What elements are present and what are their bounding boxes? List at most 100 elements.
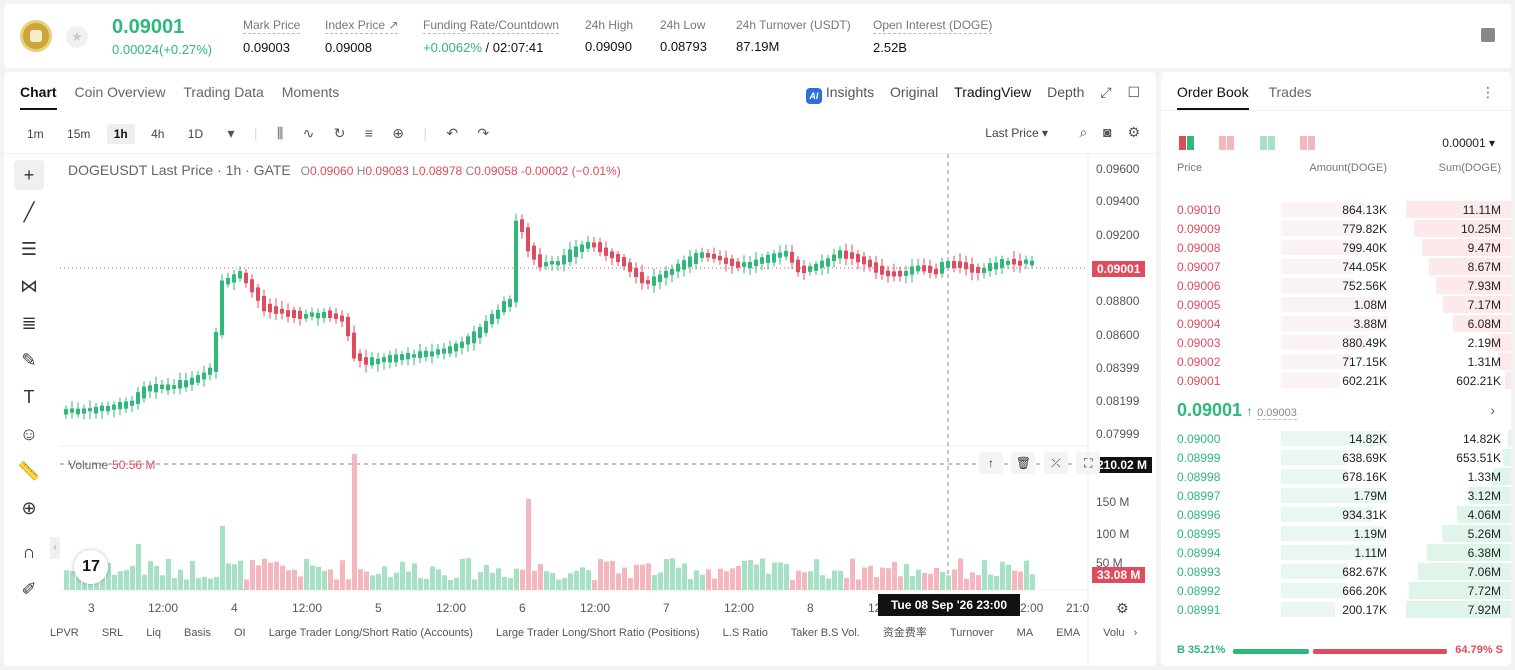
bid-row[interactable]: 0.08999 638.69K 653.51K [1161,448,1511,467]
indicator-item[interactable]: 资金费率 [882,627,927,639]
bid-row[interactable]: 0.08991 200.17K 7.92M [1161,600,1511,619]
indicator-item[interactable]: L.S Ratio [722,627,768,639]
replay-icon[interactable]: ↻ [333,125,346,141]
candle-body [724,257,728,264]
bids-view-icon[interactable] [1259,136,1276,150]
text-icon[interactable]: T [23,387,35,407]
magnet-icon[interactable]: ∩ [22,542,36,562]
price-type-select[interactable]: Last Price ▾ [985,126,1048,140]
price-chart[interactable] [4,154,1156,666]
precision-select[interactable]: 0.00001 ▾ [1442,136,1495,150]
ask-row[interactable]: 0.09006 752.56K 7.93M [1161,276,1511,295]
tab-moments[interactable]: Moments [281,84,340,100]
timeframe-1h[interactable]: 1h [106,124,135,144]
stat-funding-rate[interactable]: Funding Rate/Countdown +0.0062% / 02:07:… [423,18,560,55]
zoom-in-icon[interactable]: ⊕ [21,498,37,518]
stat-open-interest[interactable]: Open Interest (DOGE) 2.52B [873,18,993,55]
view-tradingview[interactable]: TradingView [954,84,1032,100]
indicator-next-icon[interactable]: › [1133,627,1138,639]
timeframe-4h[interactable]: 4h [151,127,165,141]
delete-icon[interactable]: 🗑 [1011,452,1036,474]
timeframe-1m[interactable]: 1m [27,127,44,141]
collapse-toolbar-icon[interactable]: ‹ [50,537,60,559]
ask-row[interactable]: 0.09001 602.21K 602.21K [1161,371,1511,390]
timeframe-1d[interactable]: 1D [187,127,204,141]
fib-icon[interactable]: ≣ [21,313,37,333]
horizontal-lines-icon[interactable]: ☰ [20,239,38,259]
search-icon[interactable]: ⌕ [1079,124,1088,140]
view-original[interactable]: Original [890,84,939,100]
fullscreen-icon[interactable]: ⤢ [1100,84,1112,100]
indicator-item[interactable]: Large Trader Long/Short Ratio (Accounts) [268,627,473,639]
stat-mark-price[interactable]: Mark Price 0.09003 [243,18,301,55]
timeframe-15m[interactable]: 15m [67,127,91,141]
window-icon[interactable]: ☐ [1127,84,1140,100]
axis-settings-icon[interactable]: ⚙ [1116,600,1129,616]
bid-row[interactable]: 0.09000 14.82K 14.82K [1161,429,1511,448]
stat-index-price[interactable]: Index Price ↗ 0.09008 [325,18,399,55]
tab-chart[interactable]: Chart [20,84,57,110]
indicator-item[interactable]: Taker B.S Vol. [790,627,860,639]
emoji-icon[interactable]: ☺ [19,424,39,444]
ask-row[interactable]: 0.09008 799.40K 9.47M [1161,238,1511,257]
ask-row[interactable]: 0.09009 779.82K 10.25M [1161,219,1511,238]
maximize-icon[interactable]: ⛶ [1076,452,1101,474]
add-alert-icon[interactable]: ⊕ [392,125,405,141]
ask-row[interactable]: 0.09004 3.88M 6.08M [1161,314,1511,333]
indicator-item[interactable]: Volu [1103,627,1125,639]
ask-row[interactable]: 0.09010 864.13K 11.11M [1161,200,1511,219]
favorite-star-icon[interactable]: ★ [66,26,88,48]
move-up-icon[interactable]: ↑ [979,452,1003,474]
ask-row[interactable]: 0.09005 1.08M 7.17M [1161,295,1511,314]
chevron-right-icon[interactable]: › [1490,402,1495,418]
undo-icon[interactable]: ↶ [446,125,459,141]
candle-type-icon[interactable]: ⫼ [276,125,284,141]
ruler-icon[interactable]: 📏 [17,461,41,481]
view-insights[interactable]: AI Insights [805,84,874,104]
bid-row[interactable]: 0.08997 1.79M 3.12M [1161,486,1511,505]
bid-row[interactable]: 0.08998 678.16K 1.33M [1161,467,1511,486]
bid-row[interactable]: 0.08992 666.20K 7.72M [1161,581,1511,600]
timeframe-dropdown-icon[interactable]: ▾ [227,125,235,141]
tab-coin-overview[interactable]: Coin Overview [74,84,166,100]
gear-icon[interactable]: ⚙ [1127,124,1140,140]
view-depth[interactable]: Depth [1047,84,1085,100]
indicator-item[interactable]: Basis [184,627,211,639]
ask-row[interactable]: 0.09003 880.49K 2.19M [1161,333,1511,352]
pencil-lock-icon[interactable]: ✐ [21,579,37,599]
guide-book-icon[interactable] [1481,28,1495,42]
ask-row[interactable]: 0.09002 717.15K 1.31M [1161,352,1511,371]
asks-view-icon[interactable] [1300,136,1316,150]
indicator-item[interactable]: Liq [146,627,161,639]
tab-trading-data[interactable]: Trading Data [183,84,264,100]
mid-price[interactable]: 0.09001 ↑ 0.09003 [1177,400,1297,421]
crosshair-icon[interactable]: + [14,160,44,190]
more-icon[interactable]: ⋮ [1481,84,1495,100]
ask-row[interactable]: 0.09007 744.05K 8.67M [1161,257,1511,276]
redo-icon[interactable]: ↷ [477,125,490,141]
indicator-item[interactable]: LPVR [50,627,79,639]
both-view-icon[interactable] [1179,136,1195,150]
split-view-icon[interactable] [1219,136,1235,150]
tab-trades[interactable]: Trades [1268,84,1312,100]
bid-row[interactable]: 0.08996 934.31K 4.06M [1161,505,1511,524]
indicator-item[interactable]: MA [1016,627,1034,639]
tab-order-book[interactable]: Order Book [1177,84,1249,110]
indicator-item[interactable]: Turnover [949,627,994,639]
templates-icon[interactable]: ≡ [364,125,373,141]
trend-line-icon[interactable]: ╱ [23,202,35,222]
camera-icon[interactable]: ◙ [1103,124,1112,140]
pattern-icon[interactable]: ⋈ [20,276,38,296]
indicator-item[interactable]: OI [234,627,246,639]
bid-row[interactable]: 0.08993 682.67K 7.06M [1161,562,1511,581]
indicator-item[interactable]: SRL [101,627,124,639]
indicators-icon[interactable]: ∿ [302,125,315,141]
tradingview-logo[interactable]: 17 [74,550,108,584]
brush-icon[interactable]: ✎ [21,350,37,370]
bid-row[interactable]: 0.08995 1.19M 5.26M [1161,524,1511,543]
collapse-icon[interactable]: ⤫ [1043,452,1068,474]
indicator-item[interactable]: Large Trader Long/Short Ratio (Positions… [495,627,700,639]
volume-bar [436,569,441,590]
indicator-item[interactable]: EMA [1056,627,1081,639]
bid-row[interactable]: 0.08994 1.11M 6.38M [1161,543,1511,562]
